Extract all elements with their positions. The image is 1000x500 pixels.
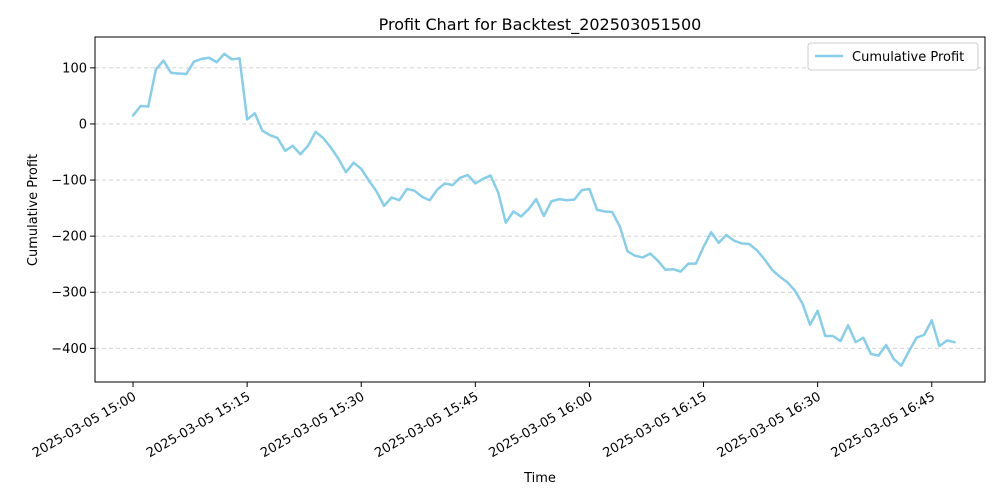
x-axis-title: Time	[523, 471, 556, 486]
y-tick-label: −400	[51, 342, 87, 357]
y-tick-label: 0	[79, 117, 87, 132]
y-axis-title: Cumulative Profit	[26, 154, 41, 266]
chart-title: Profit Chart for Backtest_202503051500	[379, 15, 702, 35]
legend-label: Cumulative Profit	[852, 50, 964, 65]
y-tick-label: −200	[51, 230, 87, 245]
series-line-cumulative-profit	[131, 52, 956, 367]
series-group	[131, 52, 956, 367]
y-tick-label: −300	[51, 286, 87, 301]
legend-box	[807, 42, 979, 71]
legend: Cumulative Profit	[807, 42, 979, 71]
y-axis-ticks: 100 0 −100 −200 −300 −400	[51, 61, 95, 357]
y-tick-label: 100	[62, 61, 87, 76]
grid-lines	[95, 67, 985, 349]
plot-frame	[94, 36, 986, 383]
y-tick-label: −100	[51, 174, 87, 189]
